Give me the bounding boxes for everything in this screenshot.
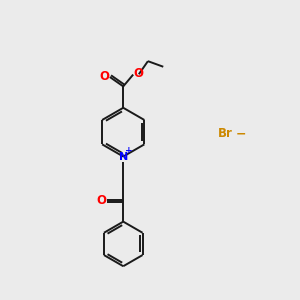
Text: N: N [118,152,128,161]
Text: O: O [134,68,143,80]
Text: O: O [100,70,110,83]
Text: O: O [97,194,106,207]
Text: +: + [125,146,133,154]
Text: Br: Br [218,127,233,140]
Text: −: − [236,127,246,140]
